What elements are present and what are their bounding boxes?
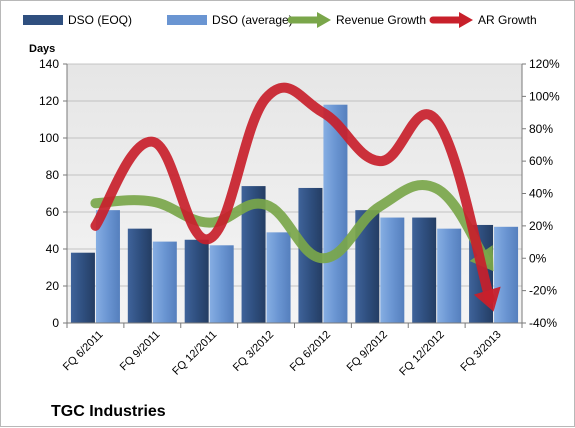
bar-dso-eoq (184, 239, 209, 323)
bar-dso-average (380, 217, 405, 323)
legend-label-revenue-growth: Revenue Growth (336, 13, 426, 27)
y-axis-unit-label: Days (29, 43, 55, 55)
x-category-label: FQ 9/2011 (118, 329, 163, 374)
y2-tick-label: 0% (529, 251, 547, 265)
bar-dso-eoq (127, 228, 152, 323)
bar-dso-eoq (412, 217, 437, 323)
y-tick-label: 80 (46, 168, 60, 182)
x-category-label: FQ 9/2012 (345, 329, 390, 374)
y2-tick-label: -40% (529, 316, 557, 330)
chart-title: TGC Industries (51, 403, 166, 420)
legend-label-ar-growth: AR Growth (478, 13, 537, 27)
legend-swatch-dso-(eoq) (23, 15, 63, 25)
legend-swatch-dso-(average) (167, 15, 207, 25)
y2-tick-label: 100% (529, 89, 560, 103)
legend-label-dso-(eoq): DSO (EOQ) (68, 13, 132, 27)
ar-growth-line (90, 82, 495, 305)
y-tick-label: 40 (46, 242, 60, 256)
x-category-label: FQ 3/2013 (458, 329, 503, 374)
y-tick-label: 100 (39, 131, 59, 145)
bar-dso-average (437, 228, 462, 323)
x-category-label: FQ 6/2012 (288, 329, 333, 374)
y2-tick-label: -20% (529, 284, 557, 298)
y-tick-label: 20 (46, 279, 60, 293)
revenue-growth-line (90, 179, 492, 266)
legend: DSO (EOQ) DSO (average) Revenue Growth AR G… (23, 12, 537, 28)
bar-dso-average (323, 104, 348, 323)
bar-dso-average (152, 241, 177, 323)
legend-arrow-revenue-growth (317, 12, 331, 28)
y-tick-label: 60 (46, 205, 60, 219)
legend-arrow-ar-growth (459, 12, 473, 28)
bar-dso-average (95, 210, 120, 323)
y-tick-label: 140 (39, 57, 59, 71)
growth-lines (90, 82, 501, 312)
bar-dso-eoq (70, 252, 95, 323)
x-category-label: FQ 12/2012 (397, 329, 447, 379)
y-tick-label: 0 (52, 316, 59, 330)
x-category-label: FQ 6/2011 (61, 329, 106, 374)
x-category-label: FQ 3/2012 (231, 329, 276, 374)
y2-tick-label: 80% (529, 122, 553, 136)
bar-dso-average (494, 226, 519, 323)
y-tick-label: 120 (39, 94, 59, 108)
bar-dso-average (266, 232, 291, 323)
y2-tick-label: 20% (529, 219, 553, 233)
bar-dso-average (209, 245, 234, 323)
x-category-label: FQ 12/2011 (170, 329, 219, 378)
ar-growth-arrowhead (473, 286, 501, 312)
legend-label-dso-(average): DSO (average) (212, 13, 293, 27)
y2-tick-label: 120% (529, 57, 560, 71)
y2-tick-label: 60% (529, 154, 553, 168)
y2-tick-label: 40% (529, 187, 553, 201)
